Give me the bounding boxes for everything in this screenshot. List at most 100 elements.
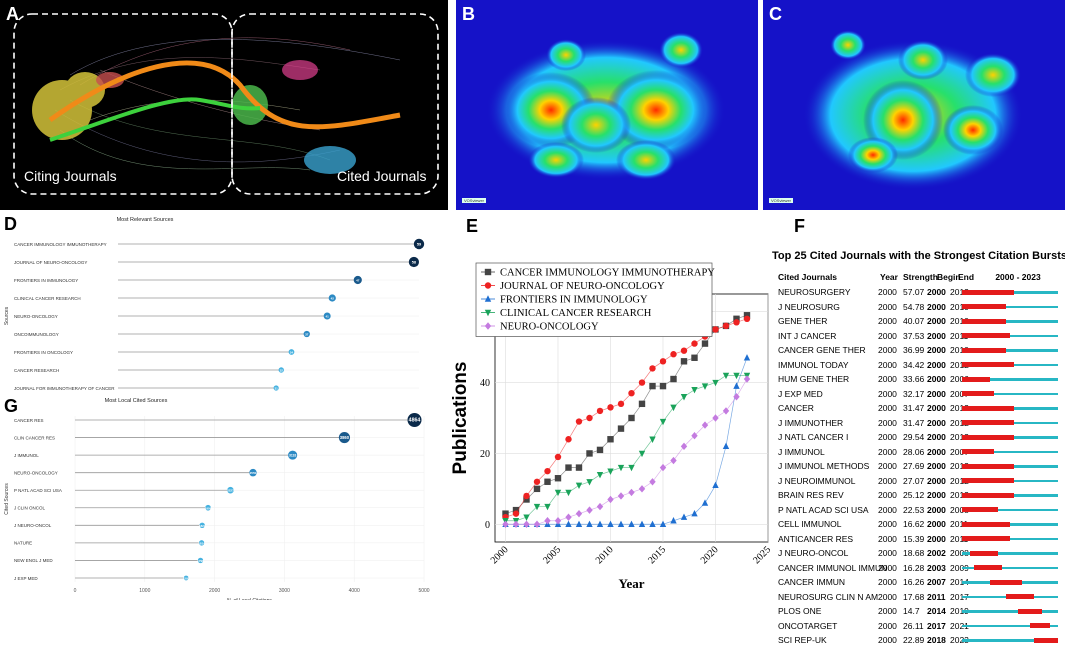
lollipop-dot (413, 238, 425, 250)
year-value: 2000 (878, 490, 897, 500)
burst-bar (962, 463, 1014, 469)
data-point (523, 514, 530, 521)
journal-name: NEUROSURGERY (778, 287, 851, 297)
burst-bar (962, 318, 1006, 324)
value-label: 59 (417, 242, 422, 247)
data-point (680, 347, 688, 354)
strength-value: 27.07 (903, 475, 925, 486)
category-label: P NATL ACAD SCI USA (14, 488, 62, 493)
orange-citation-curve (48, 60, 401, 130)
begin-value: 2000 (927, 519, 946, 529)
lollipop-dot (197, 557, 204, 564)
category-label: J NEURO-ONCOL (14, 523, 52, 528)
cited-journals-label: Cited Journals (337, 168, 427, 184)
y-axis-label: Sources (4, 306, 10, 325)
data-point (701, 383, 709, 390)
strength-value: 28.06 (903, 446, 925, 457)
burst-bar (962, 289, 1014, 295)
strength-value: 31.47 (903, 403, 925, 413)
begin-value: 2000 (927, 330, 946, 341)
data-point (586, 414, 593, 422)
category-label: J EXP MED (14, 576, 38, 581)
series-triangle-down (502, 372, 751, 525)
data-point (575, 464, 583, 471)
data-point (733, 393, 740, 401)
begin-value: 2000 (927, 316, 946, 326)
begin-value: 2007 (927, 577, 946, 587)
lollipop-dot (198, 540, 205, 546)
data-point (691, 340, 698, 347)
data-point (554, 489, 562, 497)
strength-value: 16.28 (903, 562, 925, 573)
data-point (733, 372, 740, 380)
begin-value: 2000 (927, 446, 946, 457)
value-label: 37 (305, 333, 309, 337)
year-value: 2000 (878, 403, 897, 413)
data-point (523, 520, 530, 528)
burst-bar (962, 521, 1010, 527)
data-point (733, 382, 740, 389)
panel-label: A (6, 4, 19, 24)
timeline-bar (962, 392, 1058, 395)
data-point (586, 479, 593, 486)
value-label: 1906 (205, 506, 212, 510)
journal-name: J NEUROIMMUNOL (778, 475, 856, 486)
category-label: NATURE (14, 541, 32, 546)
data-point (607, 495, 614, 504)
panel-g: G Most Local Cited Sources Cited Sources 0… (0, 396, 440, 600)
timeline-bar (962, 450, 1058, 453)
category-label: NEURO-ONCOLOGY (14, 470, 58, 475)
chart-e: 0204060200020052010201520202025YearPubli… (450, 262, 770, 591)
burst-bar (1034, 637, 1058, 643)
strength-value: 54.78 (903, 301, 925, 312)
data-point (701, 340, 709, 347)
strength-value: 31.47 (903, 417, 925, 428)
journal-name: J NATL CANCER I (778, 432, 849, 442)
x-axis-label: N. of Local Citations (227, 598, 272, 600)
value-label: 42 (331, 297, 335, 301)
series-line (505, 318, 748, 518)
begin-value: 2000 (927, 490, 946, 500)
x-tick-label: 0 (74, 588, 77, 594)
data-point (628, 488, 635, 497)
journal-name: GENE THER (778, 316, 828, 326)
data-point (502, 520, 509, 528)
begin-value: 2000 (927, 359, 946, 370)
year-value: 2000 (878, 504, 897, 515)
data-point (575, 418, 583, 425)
strength-value: 25.12 (903, 490, 925, 500)
journal-name: SCI REP-UK (778, 635, 827, 645)
data-point (533, 485, 541, 493)
strength-value: 15.39 (903, 533, 925, 544)
journal-name: PLOS ONE (778, 606, 822, 616)
end-value: 2008 (950, 548, 969, 558)
column-header: Cited Journals (778, 272, 838, 282)
end-value: 2010 (950, 301, 969, 312)
x-tick-label: 2000 (489, 544, 511, 566)
column-header: Begin (937, 272, 961, 282)
data-point (554, 453, 562, 461)
strength-value: 16.26 (903, 577, 925, 587)
data-point (733, 315, 740, 322)
panel-label: G (4, 396, 19, 416)
x-tick-label: 3000 (279, 588, 290, 594)
end-value: 2017 (950, 591, 969, 602)
series-square (502, 312, 751, 517)
density-heatmap (486, 32, 726, 180)
data-point (712, 414, 719, 422)
category-label: CANCER IMMUNOLOGY IMMUNOTHERAPY (14, 242, 107, 247)
data-point (533, 478, 541, 485)
data-point (628, 464, 635, 472)
value-label: 47 (356, 279, 360, 283)
data-point (484, 295, 492, 302)
begin-value: 2000 (927, 475, 946, 486)
y-tick-label: 40 (480, 378, 490, 389)
data-point (533, 503, 541, 511)
legend-label: FRONTIERS IN IMMUNOLOGY (500, 295, 648, 306)
data-point (575, 482, 583, 490)
data-point (502, 510, 509, 517)
panel-a: A Citing Journals Cited Journals (0, 0, 448, 210)
value-label: 3118 (289, 454, 296, 458)
journal-name: BRAIN RES REV (778, 490, 844, 500)
begin-value: 2000 (927, 417, 946, 428)
